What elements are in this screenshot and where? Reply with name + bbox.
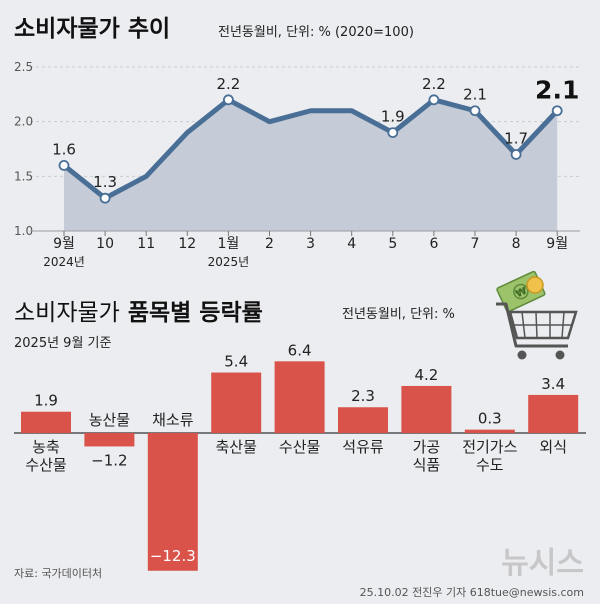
- data-label: 1.7: [504, 129, 528, 147]
- bar: [464, 429, 515, 433]
- svg-text:₩: ₩: [514, 286, 529, 301]
- x-tick-label: 10: [96, 236, 114, 252]
- data-label: −12.3: [150, 547, 196, 565]
- category-label: 전기가스 수도: [462, 438, 517, 474]
- x-tick-label: 6: [429, 236, 438, 252]
- y-tick-label: 1.0: [14, 224, 33, 238]
- data-label: 2.2: [422, 75, 446, 93]
- y-tick-label: 1.5: [14, 169, 33, 183]
- data-label: 6.4: [288, 341, 312, 359]
- bar: [401, 385, 452, 433]
- data-label: 3.4: [541, 375, 565, 393]
- category-label: 석유류: [342, 438, 384, 456]
- data-point: [387, 127, 399, 139]
- data-label: 2.1: [463, 86, 487, 104]
- data-point: [222, 94, 234, 106]
- category-label: 축산물: [215, 438, 256, 456]
- line-chart: 1.0 1.5 2.0 2.5 9월 1.6 10 1.3 11 12 1월 2.2 2 3 4 5 1.9 6 2…: [14, 60, 580, 269]
- chart2-title: 소비자물가 품목별 등락률: [14, 300, 263, 326]
- data-label: 1.9: [381, 108, 405, 126]
- x-tick-label: 1월: [218, 236, 240, 252]
- x-tick-label: 9월: [546, 236, 568, 252]
- category-label: 농축 수산물: [25, 438, 66, 474]
- data-label: 1.6: [52, 140, 76, 158]
- category-label: 수산물: [279, 438, 320, 456]
- source-note: 자료: 국가데이터처: [14, 567, 102, 580]
- data-label: 5.4: [224, 353, 248, 371]
- x-tick-label: 11: [137, 236, 155, 252]
- x-tick-label: 2: [265, 236, 274, 252]
- year-label: 2025년: [208, 255, 250, 269]
- data-label: 2.3: [351, 387, 375, 405]
- data-point: [469, 105, 481, 117]
- data-point: [58, 159, 70, 171]
- category-label: 채소류: [152, 411, 194, 429]
- bar: [21, 411, 71, 433]
- bar: [274, 361, 325, 433]
- newsis-logo: 뉴시스: [501, 546, 584, 581]
- chart2-note: 2025년 9월 기준: [14, 336, 111, 351]
- data-point: [99, 192, 111, 204]
- data-label: 0.3: [478, 410, 502, 428]
- x-tick-label: 8: [512, 236, 521, 252]
- chart2-subtitle: 전년동월비, 단위: %: [342, 307, 455, 322]
- shopping-cart-money-icon: ₩: [496, 270, 578, 360]
- category-label: 가공 식품: [413, 438, 441, 474]
- x-tick-label: 4: [347, 236, 356, 252]
- bar: [528, 394, 579, 433]
- bar: [84, 433, 135, 447]
- bar: [147, 433, 198, 571]
- bar: [211, 372, 262, 433]
- data-label: 2.2: [216, 75, 240, 93]
- x-tick-label: 9월: [53, 236, 75, 252]
- chart1-title: 소비자물가 추이: [14, 16, 170, 42]
- x-tick-label: 3: [306, 236, 315, 252]
- category-label: 외식: [539, 438, 567, 456]
- data-label: 1.3: [93, 173, 117, 191]
- x-tick-label: 12: [178, 236, 196, 252]
- y-tick-label: 2.5: [14, 60, 33, 74]
- data-label: 1.9: [34, 392, 58, 410]
- data-label: 2.1: [535, 76, 579, 105]
- data-point: [428, 94, 440, 106]
- year-label: 2024년: [43, 255, 85, 269]
- category-label: 농산물: [89, 411, 130, 429]
- y-tick-label: 2.0: [14, 115, 33, 129]
- x-tick-label: 5: [388, 236, 397, 252]
- data-point: [551, 105, 563, 117]
- x-tick-label: 7: [471, 236, 480, 252]
- bar-chart: 1.9 농축 수산물 농산물 −1.2 채소류 −12.3 5.4 축산물 6.4 수산물 2.3 석유…: [14, 341, 586, 571]
- chart1-subtitle: 전년동월비, 단위: % (2020=100): [218, 25, 414, 40]
- credit-line: 25.10.02 전진우 기자 618tue@newsis.com: [360, 586, 584, 599]
- data-label: 4.2: [414, 366, 438, 384]
- data-label: −1.2: [91, 451, 127, 469]
- bar: [338, 407, 388, 433]
- data-point: [510, 149, 522, 160]
